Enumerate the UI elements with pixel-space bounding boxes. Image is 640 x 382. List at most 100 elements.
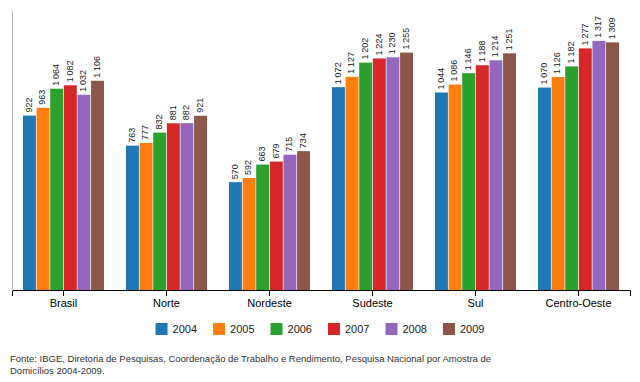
x-tick: Norte — [153, 290, 180, 309]
data-label: 1 106 — [92, 56, 102, 78]
data-label: 1 127 — [346, 52, 356, 74]
legend-label: 2005 — [230, 323, 254, 335]
bar — [180, 123, 193, 290]
legend: 2004 2005 2006 2007 2008 2009 — [156, 323, 485, 335]
bar-series — [77, 41, 605, 290]
bar — [579, 48, 592, 290]
data-label: 1 224 — [374, 34, 384, 56]
x-tick-label: Nordeste — [247, 297, 292, 309]
legend-swatch — [271, 323, 283, 335]
bar — [229, 182, 242, 290]
x-tick: Centro-Oeste — [545, 290, 611, 309]
bar — [332, 87, 345, 290]
legend-label: 2009 — [460, 323, 484, 335]
bar — [50, 89, 63, 290]
data-label: 570 — [230, 164, 240, 179]
x-tick-mark — [166, 290, 167, 296]
data-label: 1 202 — [360, 38, 370, 60]
data-label: 1 082 — [65, 60, 75, 82]
data-label: 763 — [127, 128, 137, 143]
data-label: 1 309 — [607, 18, 617, 40]
bar — [538, 88, 551, 290]
legend-label: 2006 — [288, 323, 312, 335]
footnote-line: Domicílios 2004-2009. — [10, 365, 105, 376]
x-tick-label: Norte — [153, 297, 180, 309]
data-labels: 922 763 570 1 072 1 044 1 070 963 777 592 1 127 1 … — [24, 16, 617, 179]
data-label: 1 230 — [387, 32, 397, 54]
bar — [91, 81, 104, 290]
data-label: 1 070 — [539, 63, 549, 85]
bar — [400, 53, 413, 290]
data-label: 1 064 — [51, 64, 61, 86]
legend-item: 2007 — [328, 323, 369, 335]
data-label: 1 072 — [333, 62, 343, 84]
data-label: 1 086 — [449, 60, 459, 82]
bar — [194, 116, 207, 290]
bar — [462, 73, 475, 290]
bar — [373, 58, 386, 290]
footnote-line: Fonte: IBGE, Diretoria de Pesquisas, Coo… — [10, 353, 491, 364]
bar — [297, 151, 310, 290]
data-label: 1 146 — [463, 48, 473, 70]
footnote: Fonte: IBGE, Diretoria de Pesquisas, Coo… — [10, 353, 491, 376]
plot-area: 922 763 570 1 072 1 044 1 070 963 777 592 1 127 1 … — [13, 11, 631, 309]
data-label: 679 — [271, 144, 281, 159]
data-label: 777 — [140, 125, 150, 140]
bar — [167, 123, 180, 290]
chart: 922 763 570 1 072 1 044 1 070 963 777 592 1 127 1 … — [0, 0, 640, 382]
bar — [283, 155, 296, 290]
data-label: 592 — [243, 160, 253, 175]
x-tick-mark — [475, 290, 476, 296]
bar — [449, 85, 462, 290]
x-tick-mark — [63, 290, 64, 296]
bar — [386, 57, 399, 290]
y-axis-line — [12, 11, 13, 291]
legend-swatch — [213, 323, 225, 335]
legend-label: 2004 — [173, 323, 197, 335]
legend-swatch — [443, 323, 455, 335]
bar — [606, 42, 619, 290]
bar — [153, 133, 166, 290]
data-label: 1 277 — [580, 24, 590, 46]
legend-label: 2007 — [345, 323, 369, 335]
bar — [552, 77, 565, 290]
data-label: 1 214 — [490, 35, 500, 57]
bar — [435, 92, 448, 290]
legend-item: 2008 — [385, 323, 426, 335]
bar — [592, 41, 605, 290]
data-label: 734 — [298, 133, 308, 148]
data-label: 1 317 — [593, 16, 603, 38]
data-label: 832 — [154, 115, 164, 130]
x-tick: Brasil — [50, 290, 78, 309]
x-axis: Brasil Norte Nordeste Sudeste Sul Centro-Oest… — [13, 290, 631, 309]
legend-label: 2008 — [402, 323, 426, 335]
data-label: 881 — [168, 105, 178, 120]
data-label: 963 — [37, 90, 47, 105]
data-label: 1 044 — [436, 68, 446, 90]
bar — [565, 66, 578, 290]
data-label: 922 — [24, 98, 34, 113]
x-tick-mark — [578, 290, 579, 296]
data-label: 1 182 — [566, 42, 576, 64]
data-label: 1 255 — [401, 28, 411, 50]
y-axis — [12, 11, 13, 291]
bars — [23, 41, 619, 290]
bar — [64, 85, 77, 290]
bar — [489, 60, 502, 290]
data-label: 1 032 — [78, 70, 88, 92]
bar — [23, 116, 36, 290]
bar — [346, 77, 359, 290]
bar — [256, 165, 269, 290]
data-label: 921 — [195, 98, 205, 113]
x-tick-label: Brasil — [50, 297, 78, 309]
x-tick-label: Sul — [468, 297, 484, 309]
x-tick-label: Sudeste — [352, 297, 392, 309]
bar — [270, 162, 283, 290]
legend-item: 2004 — [156, 323, 197, 335]
legend-item: 2006 — [271, 323, 312, 335]
data-label: 1 251 — [504, 28, 514, 50]
legend-item: 2009 — [443, 323, 484, 335]
x-tick-mark — [269, 290, 270, 296]
data-label: 1 126 — [552, 52, 562, 74]
data-label: 715 — [284, 137, 294, 152]
